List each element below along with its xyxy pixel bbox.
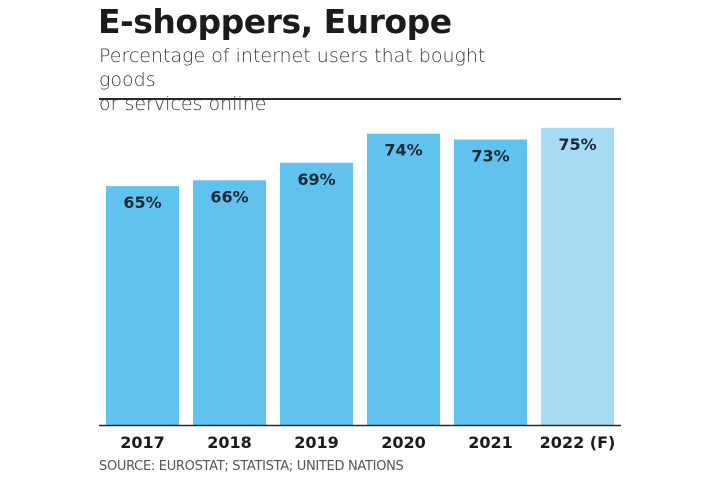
source-note: SOURCE: EUROSTAT; STATISTA; UNITED NATIO… [99,459,404,474]
data-labels-group: 65% 66% 69% 74% 73% 75% [123,135,596,212]
bar-2019 [280,162,354,426]
x-tick-label: 2020 [381,433,426,452]
x-tick-label: 2017 [120,433,165,452]
data-label: 73% [471,147,509,166]
data-label: 74% [384,141,422,160]
bar-2022-f [541,127,615,426]
subtitle-line-1: Percentage of internet users that bought… [99,45,486,91]
header-rule [99,98,621,100]
x-tick-label: 2018 [207,433,252,452]
bar-2018 [193,180,267,425]
x-tick-label: 2019 [294,433,339,452]
data-label: 69% [297,170,335,189]
chart-title: E-shoppers, Europe [98,2,452,41]
bars-group [106,127,615,426]
bar-2021 [454,139,528,425]
x-tick-labels-group: 2017 2018 2019 2020 2021 2022 (F) [120,433,615,452]
x-tick-label: 2021 [468,433,513,452]
x-tick-label: 2022 (F) [540,433,616,452]
bar-2017 [106,186,180,425]
data-label: 65% [123,193,161,212]
data-label: 66% [210,187,248,206]
data-label: 75% [558,135,596,154]
bar-2020 [367,133,441,425]
chart-subtitle: Percentage of internet users that bought… [99,44,529,116]
